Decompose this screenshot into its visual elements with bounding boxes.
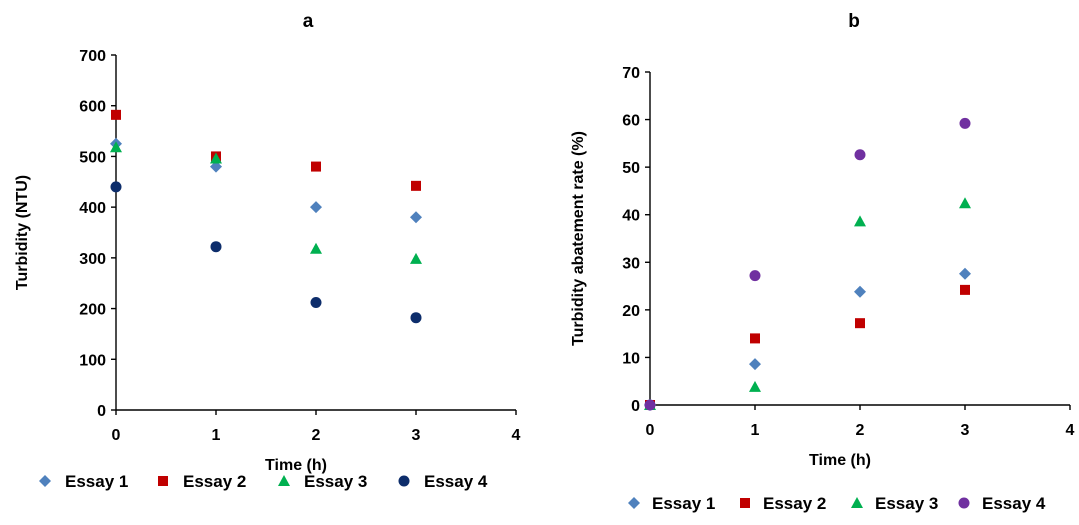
y-tick-label: 400: [79, 200, 106, 217]
data-point: [855, 318, 865, 329]
data-point: [749, 358, 761, 371]
legend-marker: [740, 498, 750, 508]
y-tick-label: 0: [631, 398, 640, 415]
data-point: [410, 312, 422, 324]
x-tick-label: 4: [1066, 422, 1075, 439]
x-tick-label: 1: [212, 427, 221, 444]
legend-marker: [278, 475, 290, 486]
data-point: [310, 242, 322, 254]
data-point: [960, 284, 970, 295]
y-tick-label: 600: [79, 99, 106, 116]
legend-marker: [158, 476, 168, 486]
x-tick-label: 3: [961, 422, 970, 439]
legend-entry: Essay 2: [183, 472, 246, 491]
data-point: [110, 141, 122, 153]
y-tick-label: 50: [622, 160, 640, 177]
data-point: [959, 267, 971, 280]
legend-marker: [958, 497, 970, 509]
legend-marker: [39, 475, 51, 487]
y-tick-label: 100: [79, 352, 106, 369]
legend-entry: Essay 2: [763, 494, 826, 513]
legend-marker: [628, 497, 640, 509]
x-tick-label: 0: [646, 422, 655, 439]
legend-entry: Essay 3: [304, 472, 367, 491]
panel-label: a: [303, 11, 314, 32]
data-point: [959, 197, 971, 209]
y-tick-label: 700: [79, 48, 106, 65]
data-point: [854, 149, 866, 161]
y-tick-label: 500: [79, 149, 106, 166]
x-tick-label: 4: [512, 427, 521, 444]
data-point: [750, 333, 760, 344]
x-axis-title: Time (h): [265, 457, 327, 474]
data-point: [210, 160, 222, 173]
chart-panel-a: a 0 100 200 300 400 500 600 700 0 1 2 3 4 Time (h) Turb…: [14, 11, 521, 491]
x-tick-label: 3: [412, 427, 421, 444]
x-tick-label: 2: [312, 427, 321, 444]
y-tick-label: 20: [622, 303, 640, 320]
data-point: [410, 211, 422, 224]
legend-marker: [398, 475, 410, 487]
x-tick-label: 2: [856, 422, 865, 439]
legend-entry: Essay 4: [982, 494, 1046, 513]
data-point: [310, 296, 322, 308]
y-tick-label: 40: [622, 208, 640, 225]
y-axis-title: Turbidity abatement rate (%): [570, 131, 587, 346]
legend-entry: Essay 3: [875, 494, 938, 513]
y-tick-label: 200: [79, 302, 106, 319]
x-axis-title: Time (h): [809, 452, 871, 469]
y-axis-title: Turbidity (NTU): [14, 175, 31, 290]
x-tick-label: 0: [112, 427, 121, 444]
legend: Essay 1 Essay 2 Essay 3 Essay 4: [39, 472, 488, 491]
data-point: [959, 117, 971, 129]
x-tick-label: 1: [751, 422, 760, 439]
y-tick-label: 300: [79, 251, 106, 268]
data-point: [749, 380, 761, 392]
data-point: [210, 152, 222, 164]
data-point: [410, 252, 422, 264]
y-tick-label: 0: [97, 403, 106, 420]
y-tick-label: 60: [622, 113, 640, 130]
y-tick-label: 30: [622, 255, 640, 272]
data-point: [111, 109, 121, 120]
data-point: [411, 180, 421, 191]
legend-entry: Essay 4: [424, 472, 488, 491]
legend: Essay 1 Essay 2 Essay 3 Essay 4: [628, 494, 1046, 513]
data-point: [310, 201, 322, 214]
data-point: [210, 241, 222, 253]
data-point: [854, 285, 866, 298]
chart-panel-b: b 0 10 20 30 40 50 60 70 0 1 2 3 4 Time (h) Turbidity a…: [570, 11, 1075, 513]
legend-entry: Essay 1: [65, 472, 128, 491]
data-point: [644, 399, 656, 411]
legend-marker: [851, 497, 863, 508]
data-point: [311, 161, 321, 172]
data-point: [854, 215, 866, 227]
panel-label: b: [848, 11, 860, 32]
data-point: [110, 181, 122, 193]
legend-entry: Essay 1: [652, 494, 715, 513]
y-tick-label: 10: [622, 350, 640, 367]
data-point: [749, 270, 761, 282]
y-tick-label: 70: [622, 65, 640, 82]
